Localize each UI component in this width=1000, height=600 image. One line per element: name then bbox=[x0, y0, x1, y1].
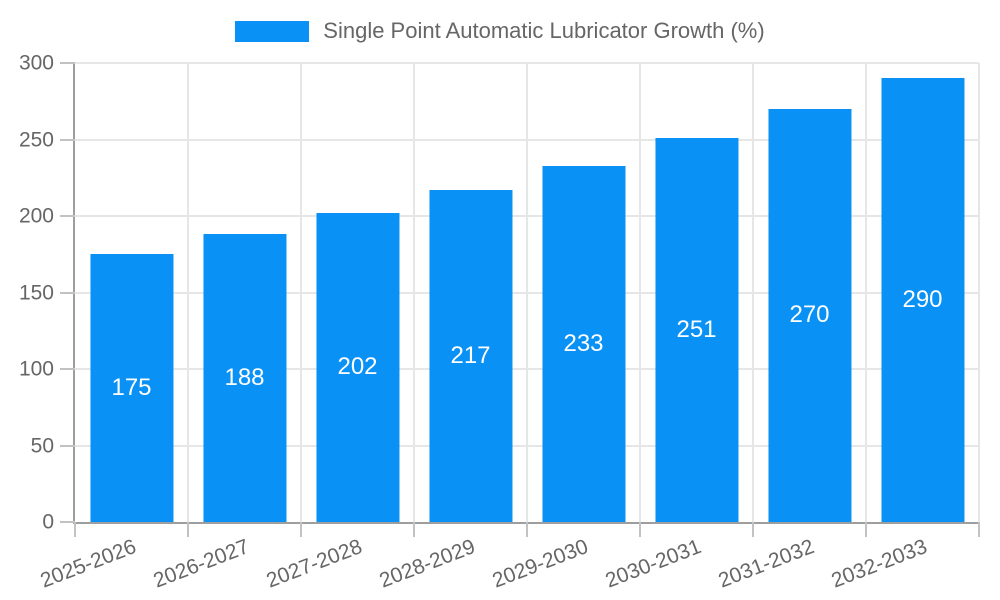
x-tick-label: 2027-2028 bbox=[263, 535, 366, 593]
x-tick-mark bbox=[639, 522, 641, 537]
x-tick-label: 2031-2032 bbox=[715, 535, 818, 593]
bar-2028-2029[interactable]: 217 bbox=[428, 190, 513, 522]
x-tick-mark bbox=[74, 522, 76, 537]
legend: Single Point Automatic Lubricator Growth… bbox=[0, 18, 1000, 44]
bar-value-label: 290 bbox=[902, 286, 943, 314]
v-gridline bbox=[300, 63, 302, 522]
y-tick-mark bbox=[60, 368, 75, 371]
v-gridline bbox=[526, 63, 528, 522]
v-gridline bbox=[187, 63, 189, 522]
v-gridline bbox=[865, 63, 867, 522]
y-tick-label: 50 bbox=[30, 434, 54, 458]
category-2025-2026: 175 bbox=[75, 63, 188, 522]
category-2031-2032: 270 bbox=[753, 63, 866, 522]
bar-value-label: 202 bbox=[337, 353, 378, 381]
y-tick-label: 200 bbox=[18, 204, 54, 228]
v-gridline bbox=[752, 63, 754, 522]
bar-2030-2031[interactable]: 251 bbox=[654, 137, 739, 522]
legend-label: Single Point Automatic Lubricator Growth… bbox=[323, 18, 765, 43]
legend-item[interactable]: Single Point Automatic Lubricator Growth… bbox=[235, 18, 765, 44]
bar-2027-2028[interactable]: 202 bbox=[315, 212, 400, 522]
category-2028-2029: 217 bbox=[414, 63, 527, 522]
x-tick-mark bbox=[413, 522, 415, 537]
category-2027-2028: 202 bbox=[301, 63, 414, 522]
y-tick-mark bbox=[60, 138, 75, 141]
plot-area: 0 50 100 150 200 250 300 175 2025-2026 188 2026-20… bbox=[19, 53, 980, 593]
x-tick-mark bbox=[526, 522, 528, 537]
y-tick-label: 0 bbox=[42, 510, 54, 534]
bar-2029-2030[interactable]: 233 bbox=[541, 165, 626, 522]
bar-2031-2032[interactable]: 270 bbox=[767, 108, 852, 522]
x-tick-mark bbox=[300, 522, 302, 537]
bar-value-label: 233 bbox=[563, 329, 604, 357]
y-tick-mark bbox=[60, 215, 75, 218]
y-tick-label: 100 bbox=[18, 357, 54, 381]
y-tick-mark bbox=[60, 291, 75, 294]
bar-2032-2033[interactable]: 290 bbox=[880, 78, 965, 522]
bar-value-label: 217 bbox=[450, 342, 491, 369]
x-tick-mark bbox=[865, 522, 867, 537]
category-2030-2031: 251 bbox=[640, 63, 753, 522]
y-tick-label: 250 bbox=[18, 128, 54, 151]
y-tick-mark bbox=[60, 62, 75, 64]
v-gridline bbox=[639, 63, 641, 522]
v-gridline bbox=[978, 63, 980, 522]
y-tick-mark bbox=[60, 521, 75, 523]
category-2026-2027: 188 bbox=[188, 63, 301, 522]
v-gridline bbox=[413, 63, 415, 522]
bar-value-label: 270 bbox=[789, 301, 830, 329]
bar-2025-2026[interactable]: 175 bbox=[89, 254, 174, 522]
y-tick-label: 300 bbox=[18, 51, 54, 75]
bar-value-label: 251 bbox=[676, 315, 717, 343]
x-tick-label: 2029-2030 bbox=[489, 535, 592, 593]
x-tick-label: 2025-2026 bbox=[37, 535, 140, 593]
bar-2026-2027[interactable]: 188 bbox=[202, 234, 287, 522]
y-tick-mark bbox=[60, 444, 75, 447]
category-2032-2033: 290 bbox=[866, 63, 979, 522]
legend-swatch bbox=[235, 20, 310, 42]
y-tick-label: 150 bbox=[18, 281, 54, 304]
bar-value-label: 175 bbox=[111, 374, 152, 402]
x-tick-mark bbox=[978, 522, 980, 537]
bar-value-label: 188 bbox=[224, 364, 265, 392]
x-tick-mark bbox=[752, 522, 754, 537]
x-tick-mark bbox=[187, 522, 189, 537]
category-2029-2030: 233 bbox=[527, 63, 640, 522]
x-tick-label: 2032-2033 bbox=[828, 535, 931, 593]
x-tick-label: 2028-2029 bbox=[376, 535, 479, 593]
x-tick-label: 2030-2031 bbox=[602, 535, 705, 593]
x-tick-label: 2026-2027 bbox=[150, 535, 253, 593]
